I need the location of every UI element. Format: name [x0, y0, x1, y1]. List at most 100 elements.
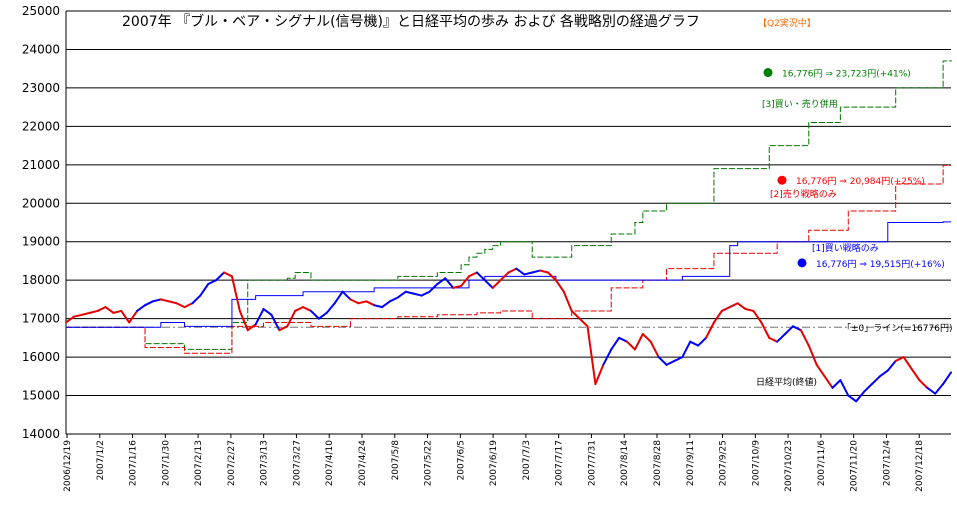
series-label-strategy-3: [3]買い・売り併用 [762, 98, 838, 110]
result-marker-red [777, 175, 787, 185]
nikkei-segment [902, 356, 913, 370]
nikkei-segment [270, 313, 281, 332]
nikkei-segment [681, 340, 692, 359]
nikkei-segment [586, 325, 597, 386]
nikkei-segment [325, 302, 336, 314]
x-tick-label: 2007/9/11 [686, 440, 696, 486]
x-tick-label: 2007/4/10 [325, 440, 335, 486]
nikkei-segment [910, 367, 921, 382]
nikkei-segment [388, 296, 399, 303]
nikkei-segment [705, 321, 715, 339]
nikkei-segment [855, 390, 866, 403]
nikkei-segment [199, 283, 210, 297]
y-tick-label: 18000 [22, 273, 60, 287]
x-tick-label: 2007/6/19 [489, 440, 499, 486]
nikkei-segment [752, 309, 763, 324]
x-tick-label: 2007/7/3 [522, 440, 532, 480]
result-annotations: 16,776円 ⇒ 23,723円(+41%) 16,776円 ⇒ 20,984円… [763, 68, 945, 270]
nikkei-segment [657, 356, 668, 366]
x-tick-label: 2006/12/19 [63, 440, 73, 492]
y-tick-label: 17000 [22, 312, 60, 326]
x-tick-label: 2007/11/6 [817, 440, 827, 486]
nikkei-segment [294, 306, 305, 312]
nikkei-segment [626, 340, 636, 351]
nikkei-segment [870, 375, 881, 386]
strategy-series [66, 60, 952, 354]
x-tick-label: 2007/2/27 [227, 440, 237, 486]
y-tick-label: 23000 [22, 81, 60, 95]
nikkei-segment [183, 302, 194, 309]
nikkei-segment [649, 340, 660, 359]
nikkei-segment [159, 298, 170, 303]
y-tick-label: 24000 [22, 42, 60, 56]
y-tick-label: 22000 [22, 119, 60, 133]
x-tick-label: 2007/7/17 [555, 440, 565, 486]
nikkei-segment [112, 309, 123, 314]
nikkei-segment [539, 269, 550, 274]
nikkei-segment [570, 309, 581, 320]
nikkei-segment [365, 300, 376, 307]
nikkei-segment [72, 313, 83, 318]
nikkei-segment [302, 306, 312, 312]
x-tick-label: 2007/12/4 [882, 440, 892, 486]
nikkei-segment [665, 359, 676, 366]
nikkei-segment [531, 269, 542, 274]
nikkei-segment [309, 309, 320, 320]
nikkei-segment [436, 277, 447, 286]
result-text-red: 16,776円 ⇒ 20,984円(+25%) [796, 176, 925, 187]
nikkei-segment [483, 279, 494, 289]
nikkei-segment [246, 323, 257, 332]
nikkei-segment [618, 336, 629, 343]
nikkei-segment [918, 379, 929, 389]
x-tick-label: 2007/8/28 [653, 440, 663, 486]
series-label-strategy-1: [1]買い戦略のみ [812, 242, 879, 254]
nikkei-segment [104, 306, 115, 314]
result-text-green: 16,776円 ⇒ 23,723円(+41%) [782, 69, 911, 80]
x-tick-label: 2007/2/13 [194, 440, 204, 486]
result-marker-blue [797, 258, 807, 268]
nikkei-segment [776, 333, 787, 343]
y-tick-labels: 14000 15000 16000 17000 18000 19000 20000 21000… [22, 4, 60, 441]
status-badge: 【Q2実況中】 [758, 17, 816, 29]
gridlines [65, 10, 951, 435]
nikkei-segment [594, 363, 605, 386]
x-tick-label: 2007/5/8 [391, 440, 401, 481]
nikkei-segment [815, 363, 826, 378]
nikkei-segment [728, 302, 739, 309]
nikkei-segment [847, 394, 858, 403]
nikkei-segment [523, 271, 534, 276]
y-tick-label: 14000 [22, 427, 60, 441]
nikkei-segment [697, 336, 708, 347]
nikkei-segment [373, 304, 384, 309]
x-tick-label: 2007/6/5 [456, 440, 466, 480]
x-tick-label: 2007/8/14 [620, 440, 630, 486]
nikkei-segment [223, 271, 233, 278]
series-line-strategy-2 [66, 164, 951, 354]
y-tick-label: 25000 [22, 4, 60, 18]
x-tick-label: 2007/4/24 [358, 440, 368, 486]
y-tick-label: 21000 [22, 158, 60, 172]
x-tick-label: 2007/1/30 [161, 440, 171, 486]
nikkei-segment [515, 267, 526, 276]
chart-title: 2007年 『ブル・ベア・シグナル(信号機)』と日経平均の歩み および 各戦略別… [122, 13, 700, 30]
nikkei-segment [499, 271, 510, 282]
nikkei-segment [894, 356, 905, 362]
nikkei-segment [136, 304, 147, 312]
nikkei-label: 日経平均(終値) [756, 376, 817, 388]
nikkei-segment [878, 369, 889, 378]
nikkei-segment [215, 271, 226, 282]
nikkei-segment [475, 271, 486, 282]
nikkei-segment [823, 375, 834, 389]
nikkei-segment [942, 371, 952, 386]
x-tick-label: 2007/11/20 [850, 440, 860, 492]
nikkei-segment [578, 317, 589, 328]
nikkei-segment [547, 271, 557, 282]
nikkei-segment [784, 325, 794, 336]
x-tick-label: 2007/10/23 [784, 440, 794, 492]
nikkei-segment [286, 309, 297, 328]
x-tick-label: 2007/1/16 [129, 440, 139, 486]
y-tick-label: 20000 [22, 196, 60, 210]
nikkei-segment [839, 379, 850, 397]
nikkei-segment [602, 348, 613, 366]
